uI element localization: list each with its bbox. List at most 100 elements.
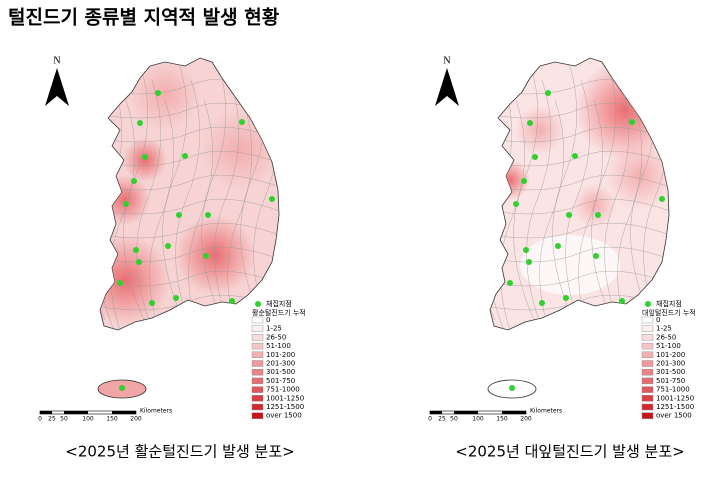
legend-swatch — [251, 342, 264, 350]
legend-label: 1251-1500 — [266, 403, 304, 411]
legend-swatch — [641, 403, 654, 411]
scale-label: 50 — [450, 416, 458, 423]
scale-label: 50 — [60, 416, 68, 423]
collection-site — [555, 243, 561, 249]
density-area — [605, 140, 669, 210]
scale-label: 100 — [472, 416, 484, 423]
legend-label: over 1500 — [266, 412, 302, 420]
legend-label: 501-750 — [266, 377, 295, 385]
district-border — [201, 59, 227, 321]
legend-swatch — [641, 316, 654, 324]
legend-title: 채집지점 — [656, 299, 682, 308]
legend-swatch — [641, 369, 654, 376]
district-border — [100, 174, 279, 191]
legend-swatch — [251, 395, 264, 402]
collection-site — [572, 153, 578, 159]
district-border — [162, 59, 188, 321]
legend-swatch — [251, 334, 264, 341]
density-area — [573, 183, 617, 227]
district-border — [500, 99, 526, 330]
legend-label: 51-100 — [266, 342, 291, 350]
legend-label: 301-500 — [266, 368, 295, 376]
collection-site — [513, 201, 519, 207]
scale-label: 0 — [38, 416, 42, 423]
collection-site — [173, 295, 179, 301]
collection-site — [155, 90, 161, 96]
collection-site — [521, 178, 527, 184]
north-label: N — [53, 55, 60, 66]
scale-bar-fill — [454, 411, 478, 414]
scale-bar-fill — [40, 411, 52, 414]
collection-site — [629, 119, 635, 125]
collection-site — [137, 120, 143, 126]
district-border — [490, 126, 669, 143]
collection-site — [182, 153, 188, 159]
collection-site — [239, 119, 245, 125]
district-border — [490, 150, 669, 167]
district-border — [175, 79, 201, 330]
legend-site — [645, 301, 651, 307]
legend-label: 101-200 — [266, 351, 295, 359]
legend-label: 1001-1250 — [656, 394, 694, 402]
district-border — [565, 79, 591, 330]
collection-site — [229, 298, 235, 304]
collection-site — [203, 253, 209, 259]
legend-label: 101-200 — [656, 351, 685, 359]
legend-swatch — [641, 377, 654, 385]
collection-site — [619, 298, 625, 304]
collection-site — [566, 212, 572, 218]
district-border — [490, 174, 669, 191]
district-border — [526, 79, 552, 330]
north-label: N — [443, 55, 450, 66]
legend-swatch — [641, 395, 654, 402]
legend-label: 26-50 — [656, 333, 676, 341]
north-arrow — [435, 68, 459, 106]
collection-site — [123, 201, 129, 207]
legend-subtitle: 대잎털진드기 누적 — [642, 308, 696, 317]
legend-label: 501-750 — [656, 377, 685, 385]
scale-label: 25 — [48, 416, 56, 423]
legend-label: over 1500 — [656, 412, 692, 420]
collection-site — [563, 295, 569, 301]
scale-label: 0 — [428, 416, 432, 423]
district-border — [136, 79, 162, 330]
collection-site — [593, 253, 599, 259]
legend-swatch — [641, 360, 654, 367]
legend-swatch — [251, 351, 264, 358]
collection-site — [595, 212, 601, 218]
collection-site — [527, 120, 533, 126]
collection-site — [133, 247, 139, 253]
collection-site — [149, 300, 155, 306]
legend-label: 751-1000 — [656, 386, 690, 394]
district-border — [490, 59, 500, 321]
legend-swatch — [251, 360, 264, 367]
scale-unit: Kilometers — [140, 408, 172, 415]
legend-swatch — [251, 377, 264, 385]
legend-label: 51-100 — [656, 342, 681, 350]
district-border — [100, 222, 279, 239]
collection-site — [176, 212, 182, 218]
scale-label: 100 — [82, 416, 94, 423]
legend-swatch — [251, 316, 264, 324]
legend-swatch — [641, 412, 654, 419]
district-border — [100, 198, 279, 215]
district-border — [214, 79, 240, 330]
legend-label: 0 — [656, 316, 660, 324]
district-border — [100, 59, 110, 321]
scale-bar-fill — [502, 411, 526, 414]
scale-label: 150 — [106, 416, 118, 423]
caption: <2025년 활순털진드기 발생 분포> — [65, 443, 294, 461]
collection-site — [507, 280, 513, 286]
legend-label: 201-300 — [656, 360, 685, 368]
north-arrow — [45, 68, 69, 106]
legend-swatch — [641, 342, 654, 350]
legend-swatch — [251, 412, 264, 419]
district-border — [100, 150, 279, 167]
collection-site — [269, 196, 275, 202]
legend-subtitle: 활순털진드기 누적 — [252, 308, 306, 317]
legend-label: 1251-1500 — [656, 403, 694, 411]
collection-site — [526, 259, 532, 265]
